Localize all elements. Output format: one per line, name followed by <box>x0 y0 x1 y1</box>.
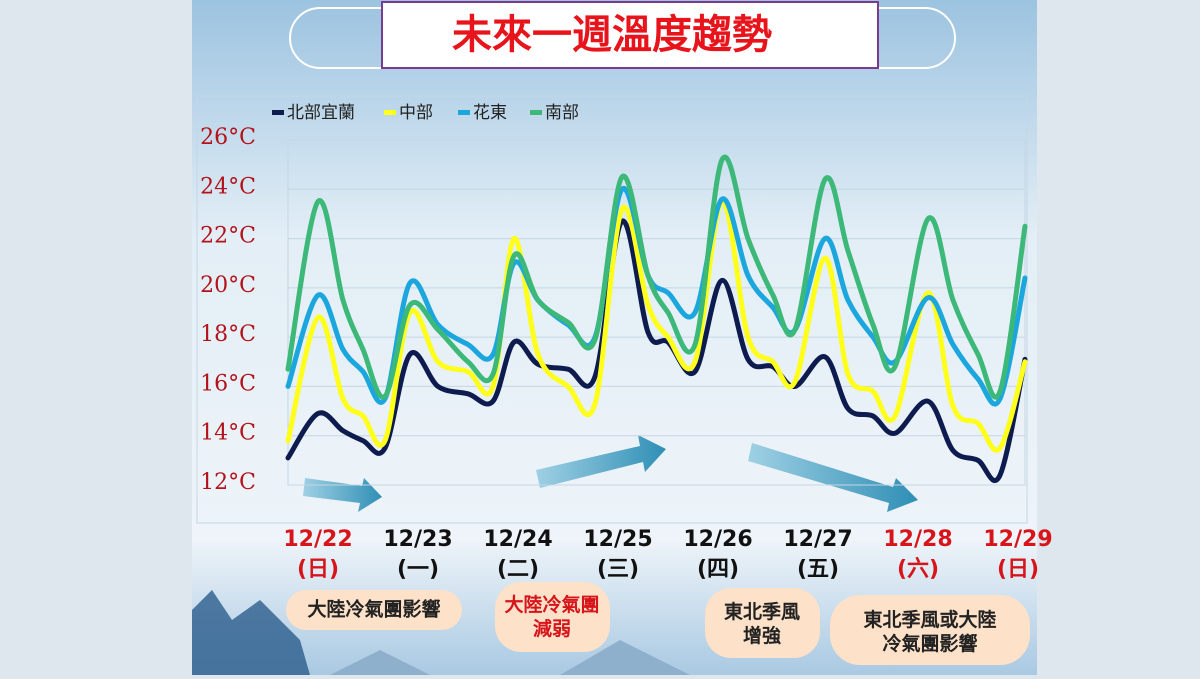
notes: 大陸冷氣團影響 <box>286 582 1030 665</box>
weekday-label: (日) <box>297 557 339 582</box>
y-tick-label: 16°C <box>200 371 256 396</box>
chart-frame <box>196 95 1028 524</box>
line-series <box>285 154 1028 400</box>
y-tick-label: 20°C <box>200 273 256 298</box>
legend-label: 花東 <box>473 103 507 123</box>
y-tick-label: 24°C <box>200 174 256 199</box>
x-tick-label: 12/22 <box>283 527 352 552</box>
legend-swatch <box>272 110 284 115</box>
arrow <box>748 443 918 512</box>
chart-title: 未來一週溫度趨勢 <box>452 12 772 58</box>
y-tick-label: 22°C <box>200 224 256 249</box>
note: 東北季風增強 <box>724 600 800 647</box>
scenery <box>192 590 310 675</box>
note: 大陸冷氣團影響 <box>307 598 440 621</box>
legend-swatch <box>384 110 396 115</box>
legend-label: 北部宜蘭 <box>287 103 355 123</box>
legend-swatch <box>458 110 470 115</box>
scenery <box>330 650 430 675</box>
x-tick-label: 12/29 <box>983 527 1052 552</box>
arrow <box>536 435 666 488</box>
legend-label: 中部 <box>399 103 433 123</box>
weekday-label: (日) <box>997 557 1039 582</box>
y-tick-label: 12°C <box>200 470 256 495</box>
x-tick-label: 12/26 <box>683 527 752 552</box>
y-tick-label: 26°C <box>200 125 256 150</box>
weekday-label: (四) <box>697 557 739 582</box>
note-box <box>830 595 1030 665</box>
x-tick-label: 12/24 <box>483 527 552 552</box>
note-box <box>495 582 610 652</box>
arrow <box>303 478 382 512</box>
x-tick-label: 12/27 <box>783 527 852 552</box>
y-tick-label: 18°C <box>200 322 256 347</box>
line-series <box>285 218 1028 484</box>
weekday-label: (一) <box>397 557 439 582</box>
title-box <box>381 1 879 69</box>
note-box <box>286 590 462 630</box>
note: 大陸冷氣團減弱 <box>504 593 599 640</box>
x-tick-label: 12/28 <box>883 527 952 552</box>
line-series <box>285 199 1028 453</box>
weekday-label: (五) <box>797 557 839 582</box>
weekday-label: (二) <box>497 557 539 582</box>
scenery <box>560 640 690 675</box>
y-tick-label: 14°C <box>200 421 256 446</box>
note: 東北季風或大陸冷氣團影響 <box>863 608 996 655</box>
legend-label: 南部 <box>545 103 579 123</box>
weekday-label: (三) <box>597 557 639 582</box>
weekday-label: (六) <box>897 557 939 582</box>
legend-swatch <box>530 110 542 115</box>
x-tick-label: 12/23 <box>383 527 452 552</box>
x-tick-label: 12/25 <box>583 527 652 552</box>
note-box <box>705 588 820 658</box>
